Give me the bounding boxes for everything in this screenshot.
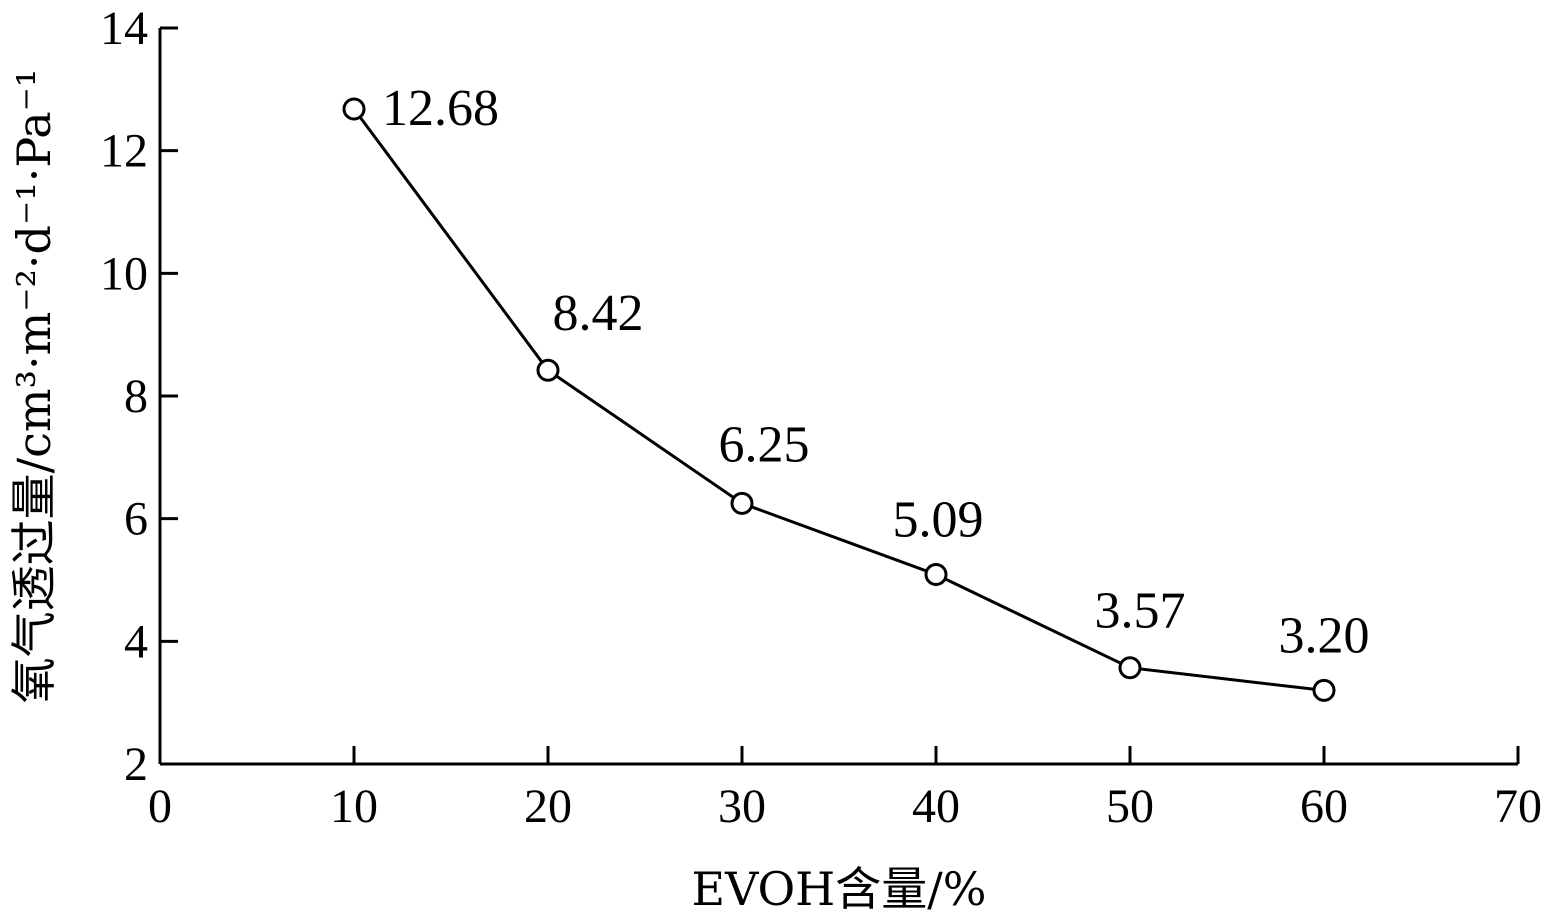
x-axis-title: EVOH含量/%	[691, 862, 986, 915]
series-line	[352, 108, 1325, 692]
data-point-marker	[1118, 656, 1142, 680]
y-axis-title: 氧气透过量/cm³·m⁻²·d⁻¹·Pa⁻¹	[7, 69, 61, 704]
x-tick-label: 50	[1106, 780, 1154, 833]
x-tick-label: 0	[148, 780, 172, 833]
x-tick-label: 20	[524, 780, 572, 833]
data-point-marker	[1312, 678, 1336, 702]
data-value-label: 8.42	[553, 285, 644, 342]
y-tick-label: 6	[124, 493, 148, 546]
x-tick-label: 30	[718, 780, 766, 833]
data-value-label: 12.68	[382, 80, 499, 137]
x-tick-label: 10	[330, 780, 378, 833]
data-value-label: 5.09	[893, 491, 984, 548]
data-series	[342, 97, 1336, 702]
data-point-marker	[342, 97, 366, 121]
y-tick-label: 4	[124, 615, 148, 668]
data-value-label: 3.20	[1279, 607, 1370, 664]
data-point-marker	[730, 491, 754, 515]
x-tick-label: 60	[1300, 780, 1348, 833]
data-labels: 12.68 8.42 6.25 5.09 3.57 3.20	[382, 80, 1370, 664]
x-tick-label: 70	[1494, 780, 1542, 833]
data-value-label: 3.57	[1095, 583, 1186, 640]
y-tick-label: 8	[124, 370, 148, 423]
y-tick-label: 10	[100, 247, 148, 300]
y-tick-label: 2	[124, 738, 148, 791]
data-value-label: 6.25	[719, 416, 810, 473]
data-point-marker	[924, 562, 948, 586]
x-tick-label: 40	[912, 780, 960, 833]
ticks: 0 10 20 30 40 50 60 70 2 4 6 8 10 12 14	[100, 2, 1542, 833]
data-point-marker	[536, 358, 560, 382]
y-tick-label: 14	[100, 2, 148, 55]
y-tick-label: 12	[100, 125, 148, 178]
